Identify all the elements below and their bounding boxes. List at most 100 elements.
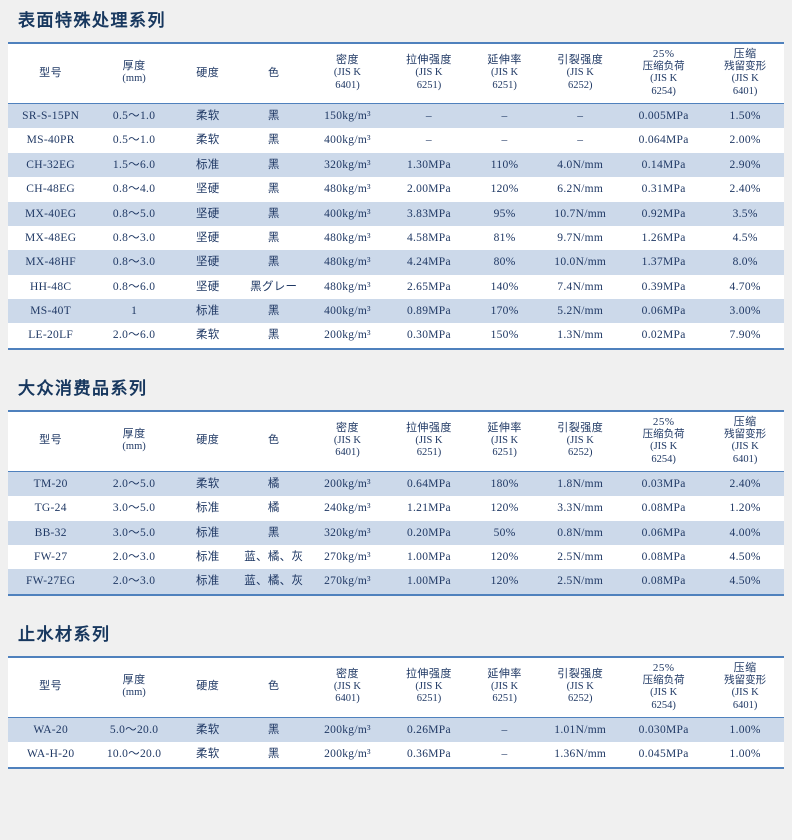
- col-header-hardness: 硬度: [174, 657, 241, 718]
- cell-tear: 9.7N/mm: [539, 225, 621, 251]
- table-row[interactable]: MX-48HF 0.8～3.0 坚硬黑 480kg/m³ 4.24MPa 80% 10.0N…: [8, 250, 784, 275]
- cell-tear: 3.3N/mm: [539, 496, 621, 521]
- cell-thickness: 0.8～6.0: [93, 274, 175, 300]
- col-header-tensile: 拉伸强度 (JIS K 6251): [388, 657, 470, 718]
- table-row[interactable]: CH-32EG 1.5～6.0 标准黑 320kg/m³ 1.30MPa 110% 4.0N…: [8, 152, 784, 178]
- col-header-compression: 25% 压缩负荷 (JIS K 6254): [620, 657, 707, 718]
- table-row[interactable]: TM-20 2.0～5.0 柔软橘 200kg/m³ 0.64MPa 180% 1.8N/m…: [8, 471, 784, 497]
- cell-tear: 1.8N/mm: [539, 471, 621, 497]
- cell-hardness: 柔软: [174, 323, 241, 348]
- cell-compression: 1.26MPa: [620, 225, 707, 251]
- cell-thickness: 3.0～5.0: [93, 520, 175, 546]
- cell-elongation: 170%: [469, 299, 540, 324]
- cell-tensile: 2.00MPa: [388, 177, 470, 202]
- cell-thickness: 0.8～3.0: [93, 225, 175, 251]
- table-row[interactable]: SR-S-15PN 0.5～1.0 柔软黑 150kg/m³ – – –0.005MPa 1.…: [8, 103, 784, 129]
- col-header-tear: 引裂强度 (JIS K 6252): [539, 657, 621, 718]
- cell-tensile: 0.36MPa: [388, 742, 470, 767]
- cell-hardness: 坚硬: [174, 177, 241, 202]
- cell-tensile: 0.26MPa: [388, 717, 470, 743]
- spec-table-body: SR-S-15PN 0.5～1.0 柔软黑 150kg/m³ – – –0.005MPa 1.…: [8, 103, 784, 348]
- cell-compression: 0.02MPa: [620, 323, 707, 348]
- spec-section: 止水材系列 型号 厚度 (mm) 硬度 色 密度 (JIS K 6401) 拉伸强度(…: [0, 622, 792, 795]
- title-table-spacer: [0, 34, 792, 42]
- table-row[interactable]: MS-40PR 0.5～1.0 柔软黑 400kg/m³ – – –0.064MPa 2.00…: [8, 128, 784, 153]
- cell-model: MS-40PR: [8, 128, 94, 153]
- table-row[interactable]: BB-32 3.0～5.0 标准黑 320kg/m³ 0.20MPa 50% 0.8N/mm…: [8, 520, 784, 546]
- cell-tensile: 4.24MPa: [388, 250, 470, 275]
- cell-compression: 0.14MPa: [620, 152, 707, 178]
- col-header-density: 密度 (JIS K 6401): [306, 657, 389, 718]
- cell-thickness: 5.0～20.0: [93, 717, 175, 743]
- cell-density: 400kg/m³: [306, 299, 389, 324]
- table-row[interactable]: CH-48EG 0.8～4.0 坚硬黑 480kg/m³ 2.00MPa 120% 6.2N…: [8, 177, 784, 202]
- cell-density: 480kg/m³: [306, 177, 389, 202]
- cell-density: 200kg/m³: [306, 742, 389, 767]
- cell-model: TM-20: [8, 471, 94, 497]
- cell-residual: 1.20%: [706, 496, 784, 521]
- section-bottom-spacer: [0, 769, 792, 795]
- cell-compression: 0.06MPa: [620, 520, 707, 546]
- cell-compression: 0.08MPa: [620, 569, 707, 594]
- cell-compression: 0.08MPa: [620, 545, 707, 570]
- col-header-tensile: 拉伸强度 (JIS K 6251): [388, 44, 470, 105]
- cell-density: 480kg/m³: [306, 274, 389, 300]
- cell-tear: 10.7N/mm: [539, 201, 621, 226]
- cell-thickness: 2.0～3.0: [93, 569, 175, 594]
- sections-container: 表面特殊处理系列 型号 厚度 (mm) 硬度 色 密度 (JIS K 6401) 拉伸…: [0, 8, 792, 795]
- cell-compression: 1.37MPa: [620, 250, 707, 275]
- table-row[interactable]: WA-H-20 10.0～20.0 柔软黑 200kg/m³ 0.36MPa –1.36N…: [8, 742, 784, 767]
- spec-section: 大众消费品系列 型号 厚度 (mm) 硬度 色 密度 (JIS K 6401) 拉伸强…: [0, 376, 792, 622]
- cell-compression: 0.06MPa: [620, 299, 707, 324]
- cell-density: 320kg/m³: [306, 520, 389, 546]
- col-header-thickness: 厚度 (mm): [93, 44, 175, 105]
- table-row[interactable]: LE-20LF 2.0～6.0 柔软黑 200kg/m³ 0.30MPa 150% 1.3N…: [8, 323, 784, 348]
- cell-density: 200kg/m³: [306, 471, 389, 497]
- cell-density: 270kg/m³: [306, 569, 389, 594]
- cell-tear: 1.36N/mm: [539, 742, 621, 767]
- cell-tensile: 0.89MPa: [388, 299, 470, 324]
- table-row[interactable]: MX-48EG 0.8～3.0 坚硬黑 480kg/m³ 4.58MPa 81% 9.7N/…: [8, 225, 784, 251]
- cell-elongation: 120%: [469, 496, 540, 521]
- cell-residual: 4.70%: [706, 274, 784, 300]
- cell-hardness: 柔软: [174, 128, 241, 153]
- spec-section: 表面特殊处理系列 型号 厚度 (mm) 硬度 色 密度 (JIS K 6401) 拉伸…: [0, 8, 792, 376]
- table-row[interactable]: MX-40EG 0.8～5.0 坚硬黑 400kg/m³ 3.83MPa 95% 10.7N…: [8, 201, 784, 226]
- cell-elongation: –: [469, 742, 540, 767]
- table-row[interactable]: HH-48C 0.8～6.0 坚硬 黑グレー 480kg/m³ 2.65MPa 140% 7.…: [8, 274, 784, 300]
- table-row[interactable]: MS-40T 1 标准黑 400kg/m³ 0.89MPa 170% 5.2N/mm 0.06…: [8, 299, 784, 324]
- cell-hardness: 标准: [174, 152, 241, 178]
- cell-model: CH-48EG: [8, 177, 94, 202]
- table-row[interactable]: FW-27EG 2.0～3.0 标准 蓝、橘、灰 270kg/m³ 1.00MPa 120%…: [8, 569, 784, 594]
- col-header-elongation: 延伸率 (JIS K 6251): [469, 657, 540, 718]
- cell-tear: 10.0N/mm: [539, 250, 621, 275]
- cell-color: 黑: [240, 152, 307, 178]
- col-header-model: 型号: [8, 44, 94, 105]
- cell-elongation: 120%: [469, 569, 540, 594]
- cell-tear: 5.2N/mm: [539, 299, 621, 324]
- cell-tensile: 3.83MPa: [388, 201, 470, 226]
- cell-model: HH-48C: [8, 274, 94, 300]
- cell-compression: 0.08MPa: [620, 496, 707, 521]
- col-header-tear: 引裂强度 (JIS K 6252): [539, 44, 621, 105]
- cell-residual: 4.50%: [706, 545, 784, 570]
- cell-model: MX-48HF: [8, 250, 94, 275]
- table-row[interactable]: FW-27 2.0～3.0 标准 蓝、橘、灰 270kg/m³ 1.00MPa 120% 2.…: [8, 545, 784, 570]
- cell-hardness: 柔软: [174, 742, 241, 767]
- table-row[interactable]: WA-20 5.0～20.0 柔软黑 200kg/m³ 0.26MPa –1.01N/mm…: [8, 717, 784, 743]
- cell-elongation: 120%: [469, 545, 540, 570]
- col-header-density: 密度 (JIS K 6401): [306, 44, 389, 105]
- cell-compression: 0.005MPa: [620, 103, 707, 129]
- table-row[interactable]: TG-24 3.0～5.0 标准橘 240kg/m³ 1.21MPa 120% 3.3N/m…: [8, 496, 784, 521]
- cell-hardness: 标准: [174, 545, 241, 570]
- cell-tear: 1.3N/mm: [539, 323, 621, 348]
- col-header-color: 色: [240, 657, 307, 718]
- cell-model: MS-40T: [8, 299, 94, 324]
- col-header-tensile: 拉伸强度 (JIS K 6251): [388, 411, 470, 472]
- spec-table-body: TM-20 2.0～5.0 柔软橘 200kg/m³ 0.64MPa 180% 1.8N/m…: [8, 471, 784, 594]
- cell-tear: 6.2N/mm: [539, 177, 621, 202]
- cell-tensile: –: [388, 103, 470, 129]
